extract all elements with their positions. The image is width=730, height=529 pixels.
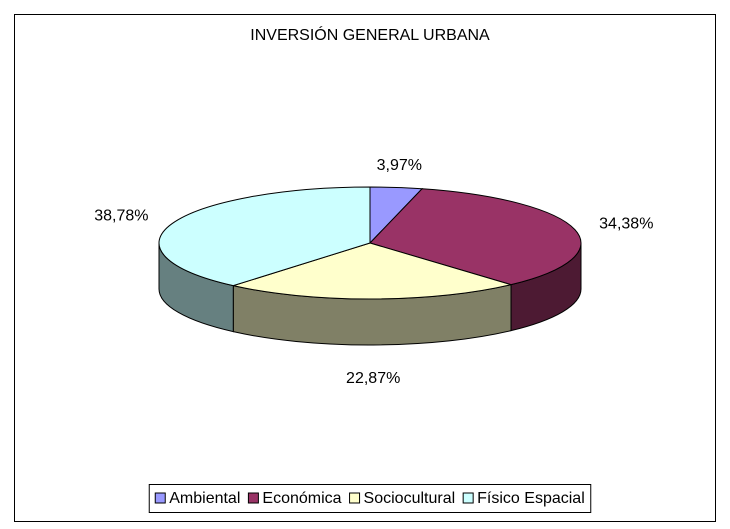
legend-swatch — [462, 492, 474, 504]
legend-label: Sociocultural — [364, 490, 456, 507]
pie-slice — [158, 186, 371, 287]
legend-swatch — [247, 492, 259, 504]
legend-frame — [148, 484, 592, 513]
pie-sides — [158, 242, 582, 346]
pie-tops — [158, 186, 582, 300]
data-label: 34,38% — [599, 216, 653, 233]
pie-slice — [369, 188, 582, 286]
pie-slice — [231, 242, 513, 300]
chart-title: INVERSIÓN GENERAL URBANA — [250, 25, 490, 44]
legend-label: Económica — [262, 490, 341, 507]
legend: Ambiental Económica Sociocultural Físico Es… — [148, 484, 592, 513]
data-label: 3,97% — [377, 157, 422, 174]
legend-label: Ambiental — [169, 490, 240, 507]
legend-swatch — [349, 492, 361, 504]
legend-label: Físico Espacial — [477, 490, 585, 507]
data-label: 22,87% — [346, 370, 400, 387]
data-label: 38,78% — [94, 207, 148, 224]
legend-swatch — [154, 492, 166, 504]
